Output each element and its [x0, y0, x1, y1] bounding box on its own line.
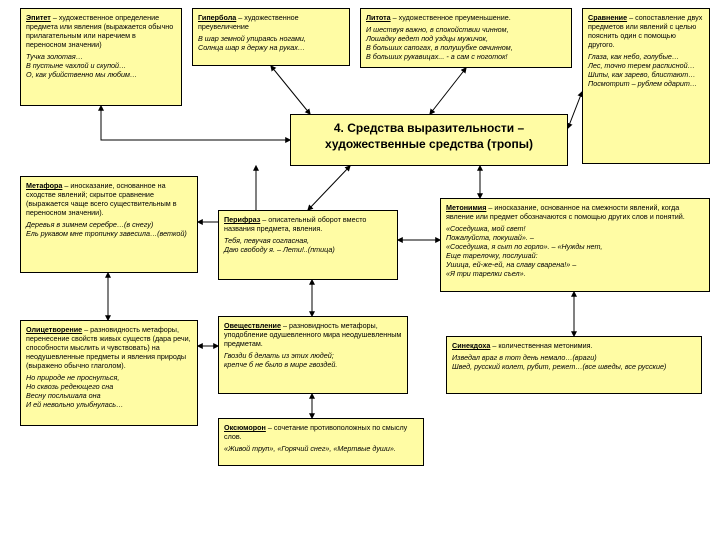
box-text: – количественная метонимия.: [490, 341, 592, 350]
box-example: «Живой труп», «Горячий снег», «Мертвые д…: [224, 444, 418, 453]
box-title: Сравнение: [588, 13, 627, 22]
box-title: Перифраз: [224, 215, 260, 224]
box-example: И шествуя важно, в спокойствии чинном, Л…: [366, 25, 566, 61]
box-text: – художественное преуменьшение.: [391, 13, 511, 22]
box-title: Олицетворение: [26, 325, 82, 334]
box-example: Но природе не проснуться, Но сквозь реде…: [26, 373, 192, 409]
box-giperbola: Гипербола – художественное преувеличение…: [192, 8, 350, 66]
box-example: Гвозди б делать из этих людей; крепче б …: [224, 351, 402, 369]
diagram-stage: Эпитет – художественное определение пред…: [0, 0, 720, 540]
box-title: Эпитет: [26, 13, 51, 22]
box-sinek: Синекдоха – количественная метонимия. Изв…: [446, 336, 702, 394]
box-title: Гипербола: [198, 13, 236, 22]
box-litota: Литота – художественное преуменьшение. И …: [360, 8, 572, 68]
box-meton: Метонимия – иносказание, основанное на с…: [440, 198, 710, 292]
box-example: Глаза, как небо, голубые… Лес, точно тер…: [588, 52, 704, 88]
center-title: 4. Средства выразительности – художестве…: [290, 114, 568, 166]
box-epitet: Эпитет – художественное определение пред…: [20, 8, 182, 106]
box-ovesh: Овеществление – разновидность метафоры, …: [218, 316, 408, 394]
box-olic: Олицетворение – разновидность метафоры, …: [20, 320, 198, 426]
box-metafora: Метафора – иносказание, основанное на сх…: [20, 176, 198, 273]
box-title: Метафора: [26, 181, 62, 190]
box-example: Изведал враг в тот день немало…(враги) Ш…: [452, 353, 696, 371]
box-oksy: Оксюморон – сочетание противоположных по…: [218, 418, 424, 466]
box-example: Тучка золотая… В пустыне чахлой и скупой…: [26, 52, 176, 79]
box-title: Литота: [366, 13, 391, 22]
box-example: «Соседушка, мой свет! Пожалуйста, покуша…: [446, 224, 704, 278]
box-example: Деревья в зимнем серебре…(в снегу) Ель р…: [26, 220, 192, 238]
box-sravn: Сравнение – сопоставление двух предметов…: [582, 8, 710, 164]
box-title: Овеществление: [224, 321, 281, 330]
box-example: Тебя, певучая согласная, Даю свободу я. …: [224, 236, 392, 254]
box-title: Синекдоха: [452, 341, 490, 350]
box-title: Оксюморон: [224, 423, 266, 432]
box-perifraz: Перифраз – описательный оборот вместо на…: [218, 210, 398, 280]
box-example: В шар земной упираясь ногами, Солнца шар…: [198, 34, 344, 52]
box-title: Метонимия: [446, 203, 486, 212]
